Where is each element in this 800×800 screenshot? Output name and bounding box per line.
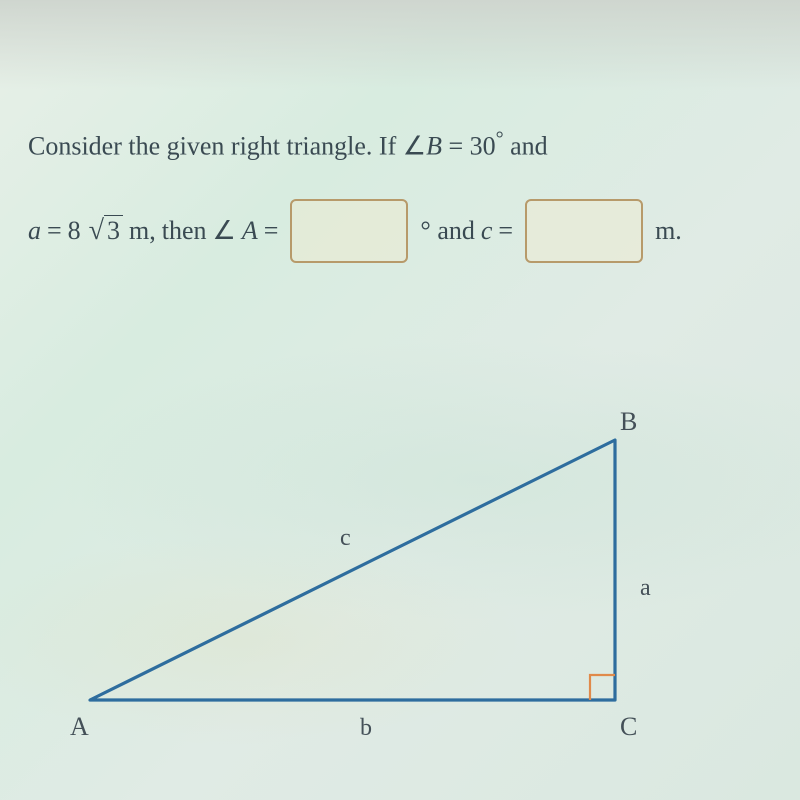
unit-m: m, [129, 213, 156, 249]
eq2: = [47, 213, 62, 249]
sqrt-3: 3 [87, 211, 123, 250]
then: then [162, 213, 207, 249]
coef-8: 8 [68, 213, 81, 249]
var-A: A [242, 213, 258, 249]
vertex-label-b: B [620, 407, 637, 436]
post-box-1: ° and [420, 213, 474, 249]
problem-line-1: Consider the given right triangle. If ∠B… [28, 125, 780, 165]
angle-b-value: 30 [470, 132, 496, 161]
vertex-label-c: C [620, 712, 637, 741]
problem-line-2: a = 83 m, then ∠A = ° and c = m. [28, 199, 780, 263]
answer-box-side-c[interactable] [525, 199, 643, 263]
deg1: ° [496, 128, 504, 150]
triangle-figure: A B C c a b [60, 400, 680, 770]
eq1: = [448, 132, 469, 161]
triangle-outline [90, 440, 615, 700]
angle-symbol-a: ∠ [213, 213, 236, 249]
top-shade [0, 0, 800, 90]
and-1: and [510, 132, 548, 161]
triangle-svg: A B C c a b [60, 400, 680, 770]
eq4: = [498, 213, 513, 249]
eq3: = [264, 213, 279, 249]
right-angle-marker [590, 675, 615, 700]
side-label-a: a [640, 575, 651, 601]
var-c: c [481, 213, 493, 249]
vertex-label-a: A [70, 712, 89, 741]
side-label-c: c [340, 525, 351, 551]
side-label-b: b [360, 715, 372, 741]
post-box-2: m. [655, 213, 682, 249]
var-B: B [426, 132, 442, 161]
var-a: a [28, 213, 41, 249]
prompt-pre: Consider the given right triangle. If [28, 132, 403, 161]
problem-text: Consider the given right triangle. If ∠B… [28, 125, 780, 263]
angle-symbol-b: ∠ [403, 132, 426, 161]
answer-box-angle-a[interactable] [290, 199, 408, 263]
